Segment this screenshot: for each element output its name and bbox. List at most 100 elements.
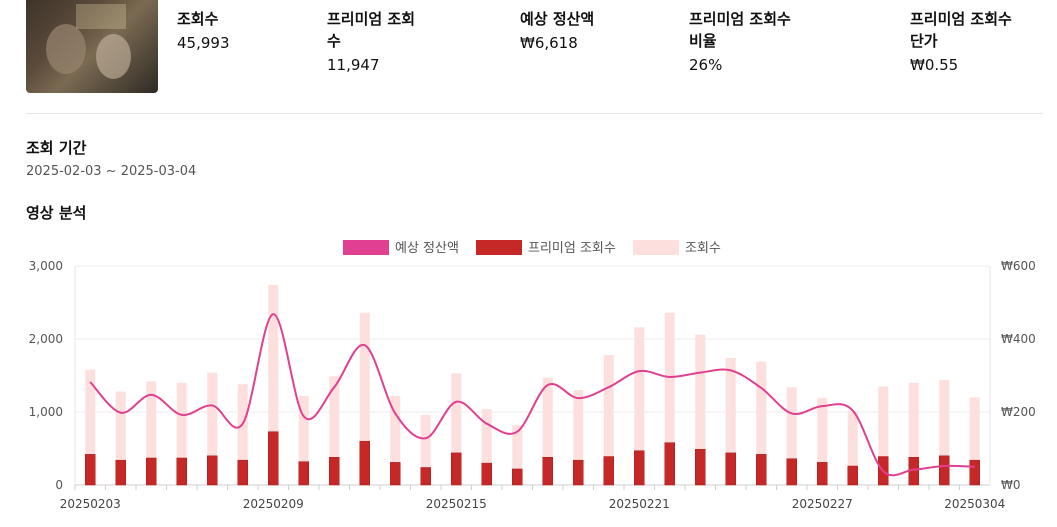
y-left-tick-label: 3,000: [29, 259, 63, 273]
analysis-title: 영상 분석: [26, 204, 87, 222]
bar-premium-views: [390, 462, 401, 486]
stat-estimated-revenue: 예상 정산액 ₩6,618: [520, 8, 595, 52]
bar-views: [512, 425, 523, 485]
bar-views: [420, 414, 431, 485]
bar-premium-views: [115, 459, 126, 486]
bar-premium-views: [817, 462, 828, 486]
stat-value: ₩0.55: [910, 56, 959, 74]
legend-label: 예상 정산액: [395, 241, 459, 256]
stat-label: 프리미엄 조회수 비율: [689, 10, 791, 50]
y-right-tick-label: ₩200: [1001, 405, 1036, 419]
bar-premium-views: [268, 431, 279, 486]
bar-premium-views: [207, 455, 218, 486]
bar-views: [969, 397, 980, 485]
bar-premium-views: [573, 459, 584, 486]
legend-label: 프리미엄 조회수: [528, 241, 616, 256]
stat-label: 프리미엄 조회수: [327, 10, 416, 50]
y-left-tick-label: 1,000: [29, 405, 63, 419]
stat-value: 45,993: [177, 34, 230, 52]
x-tick-label: 20250215: [426, 497, 487, 511]
bar-premium-views: [542, 457, 553, 486]
bar-views: [542, 377, 553, 485]
bar-views: [146, 381, 157, 485]
y-right-tick-label: ₩0: [1001, 478, 1021, 492]
bar-views: [115, 391, 126, 485]
bar-views: [359, 312, 370, 485]
bar-views: [725, 357, 736, 485]
thumbnail-highlight: [76, 4, 126, 29]
period-value: 2025-02-03 ~ 2025-03-04: [26, 164, 197, 179]
stat-label: 프리미엄 조회수 단가: [910, 10, 1012, 50]
bar-views: [268, 284, 279, 485]
bar-premium-views: [786, 458, 797, 486]
bar-views: [939, 379, 950, 485]
bar-premium-views: [512, 468, 523, 486]
bar-premium-views: [969, 459, 980, 486]
thumbnail-figure: [46, 24, 86, 74]
bar-premium-views: [603, 456, 614, 486]
line-estimated-revenue: [89, 313, 975, 477]
bar-premium-views: [847, 465, 858, 486]
stat-premium-ratio: 프리미엄 조회수 비율 26%: [689, 8, 809, 74]
bar-views: [817, 398, 828, 485]
bar-premium-views: [939, 455, 950, 486]
bar-premium-views: [176, 457, 187, 486]
period-title: 조회 기간: [26, 139, 87, 157]
bar-premium-views: [85, 454, 96, 486]
bar-premium-views: [359, 440, 370, 486]
divider: [26, 113, 1043, 114]
stat-label: 예상 정산액: [520, 10, 595, 28]
bar-premium-views: [451, 452, 462, 486]
bar-views: [298, 395, 309, 485]
bar-views: [786, 387, 797, 485]
bar-views: [481, 409, 492, 485]
y-right-tick-label: ₩400: [1001, 332, 1036, 346]
stat-label: 조회수: [177, 10, 219, 28]
bar-views: [695, 334, 706, 485]
stat-value: 11,947: [327, 56, 380, 74]
bar-views: [664, 312, 675, 485]
y-right-tick-label: ₩600: [1001, 259, 1036, 273]
bar-premium-views: [146, 457, 157, 486]
bar-views: [756, 361, 767, 485]
stat-value: 26%: [689, 56, 723, 74]
bar-views: [847, 411, 858, 485]
x-tick-label: 20250304: [944, 497, 1005, 511]
legend-label: 조회수: [685, 241, 721, 256]
stat-views: 조회수 45,993: [177, 8, 287, 52]
bar-views: [85, 369, 96, 485]
legend-swatch: [476, 240, 522, 255]
legend-swatch: [343, 240, 389, 255]
thumbnail-figure: [96, 34, 131, 79]
bar-premium-views: [298, 461, 309, 486]
bar-premium-views: [664, 442, 675, 486]
bar-premium-views: [695, 448, 706, 486]
y-left-tick-label: 0: [55, 478, 63, 492]
bar-views: [176, 382, 187, 485]
x-tick-label: 20250203: [60, 497, 121, 511]
bar-views: [451, 373, 462, 485]
bar-views: [878, 386, 889, 485]
stat-premium-unit-price: 프리미엄 조회수 단가 ₩0.55: [910, 8, 1030, 74]
bar-premium-views: [725, 452, 736, 486]
bar-premium-views: [237, 459, 248, 486]
bar-views: [207, 372, 218, 485]
bar-premium-views: [756, 454, 767, 486]
stat-premium-views: 프리미엄 조회수 11,947: [327, 8, 427, 74]
bar-views: [573, 390, 584, 485]
video-analysis-chart: 0 1,000 2,000 3,000 ₩0 ₩200 ₩400 ₩600 20250203 20…: [29, 240, 1036, 511]
bar-views: [329, 376, 340, 485]
bar-premium-views: [481, 462, 492, 486]
bar-views: [390, 395, 401, 485]
y-left-tick-label: 2,000: [29, 332, 63, 346]
bar-premium-views: [420, 467, 431, 486]
legend-swatch: [633, 240, 679, 255]
bar-views: [603, 355, 614, 485]
bar-views: [237, 384, 248, 485]
stat-value: ₩6,618: [520, 34, 578, 52]
x-tick-label: 20250227: [792, 497, 853, 511]
bar-views: [634, 327, 645, 485]
video-thumbnail[interactable]: [26, 0, 158, 93]
bar-premium-views: [329, 457, 340, 486]
x-tick-label: 20250221: [609, 497, 670, 511]
